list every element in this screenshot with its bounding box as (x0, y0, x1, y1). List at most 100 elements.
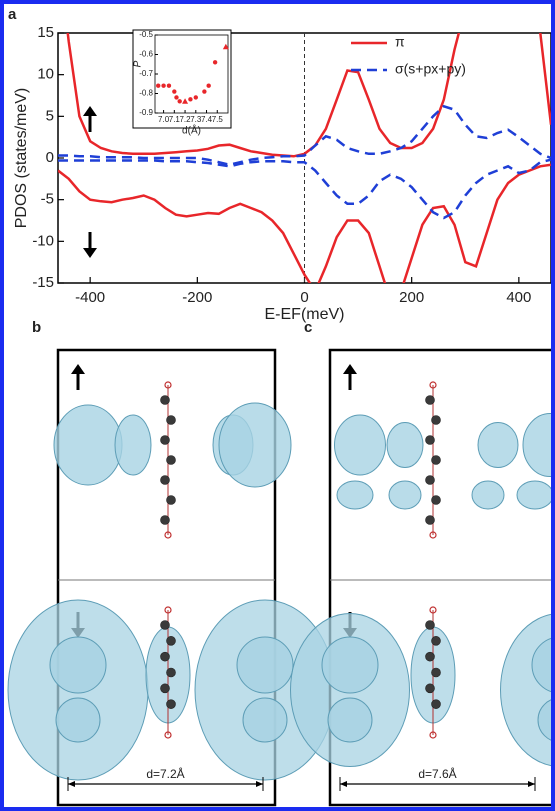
isosurface (516, 480, 551, 510)
legend-label: π (395, 34, 405, 50)
atom (425, 683, 435, 694)
legend-label: σ(s+px+py) (395, 61, 466, 77)
atom (166, 667, 176, 678)
spin-up-arrow-head (71, 364, 85, 374)
distance-caption: d=7.6Å (418, 766, 456, 781)
isosurface (522, 413, 551, 477)
atom (431, 415, 441, 425)
isosurface (49, 636, 107, 694)
x-tick-label: 400 (506, 289, 531, 306)
atom (431, 495, 441, 505)
isosurface (53, 404, 123, 486)
inset-point (206, 83, 211, 88)
oxygen (429, 731, 437, 739)
atom (166, 495, 176, 505)
inset-point (161, 83, 166, 88)
inset-x-tick-label: 7.0 (158, 115, 170, 124)
isosurface (336, 480, 374, 510)
oxygen (429, 381, 437, 389)
y-tick-label: -10 (32, 232, 54, 249)
inset-point (222, 43, 229, 50)
x-tick-label: -200 (182, 289, 212, 306)
isosurface (386, 422, 424, 468)
isosurface (236, 636, 294, 694)
inset-y-tick-label: -0.9 (139, 108, 153, 117)
pdos-line (58, 158, 551, 220)
panel-label: b (32, 319, 41, 336)
atom (425, 515, 435, 525)
y-tick-label: 15 (37, 24, 54, 41)
isosurface (321, 636, 379, 694)
pdos-line (58, 104, 551, 166)
inset-point (193, 95, 198, 100)
y-axis-label: PDOS (states/meV) (13, 88, 30, 228)
atom (160, 683, 170, 694)
inset-point (212, 60, 218, 65)
atom (431, 636, 441, 646)
inset-y-label: P (133, 60, 144, 67)
inset-y-tick-label: -0.7 (139, 69, 153, 78)
y-tick-label: 0 (46, 149, 54, 166)
inset-point (202, 89, 207, 94)
oxygen (429, 531, 437, 539)
spin-down-arrow-head (83, 248, 97, 258)
isosurface (242, 697, 288, 743)
inset-y-tick-label: -0.8 (139, 89, 153, 98)
inset-point (166, 83, 172, 88)
distance-caption: d=7.2Å (146, 766, 184, 781)
atom (425, 395, 435, 405)
atom (425, 435, 435, 445)
spin-up-arrow-head (83, 106, 97, 116)
y-tick-label: -5 (41, 191, 54, 208)
atom (160, 435, 170, 445)
oxygen (429, 606, 437, 614)
atom (166, 455, 176, 465)
isosurface (531, 637, 551, 693)
inset-x-tick-label: 7.2 (179, 115, 191, 124)
atom (166, 415, 176, 425)
atom (425, 475, 435, 485)
atom (425, 651, 435, 662)
inset-x-tick-label: 7.4 (201, 115, 213, 124)
panel-label: a (8, 6, 17, 23)
y-tick-label: 10 (37, 66, 54, 83)
curves (58, 33, 551, 283)
atom (431, 667, 441, 678)
atom (160, 395, 170, 405)
isosurface (388, 480, 422, 510)
inset-x-tick-label: 7.5 (212, 115, 224, 124)
isosurface (327, 697, 373, 743)
x-tick-label: 200 (399, 289, 424, 306)
inset-point (172, 89, 177, 94)
inset-point (174, 95, 179, 100)
x-tick-label: 0 (300, 289, 308, 306)
atom (160, 475, 170, 485)
isosurface (471, 480, 505, 510)
isosurface (114, 414, 152, 476)
atom (160, 620, 170, 630)
inset-point (188, 97, 193, 102)
atom (166, 636, 176, 646)
atom (160, 651, 170, 662)
isosurface (537, 699, 551, 741)
y-tick-label: -15 (32, 274, 54, 291)
inset-point (156, 83, 161, 88)
oxygen (164, 731, 172, 739)
inset-y-tick-label: -0.5 (139, 30, 153, 39)
inset-x-tick-label: 7.3 (190, 115, 202, 124)
oxygen (164, 381, 172, 389)
oxygen (164, 531, 172, 539)
atom (431, 455, 441, 465)
atom (166, 699, 176, 709)
x-tick-label: -400 (75, 289, 105, 306)
atom (431, 699, 441, 709)
inset-point (177, 99, 182, 104)
inset-box (132, 29, 232, 129)
inset-y-tick-label: -0.6 (139, 50, 153, 59)
panel-label: c (304, 319, 312, 336)
isosurface (334, 414, 386, 476)
pdos-line (58, 163, 551, 283)
atom (425, 620, 435, 630)
